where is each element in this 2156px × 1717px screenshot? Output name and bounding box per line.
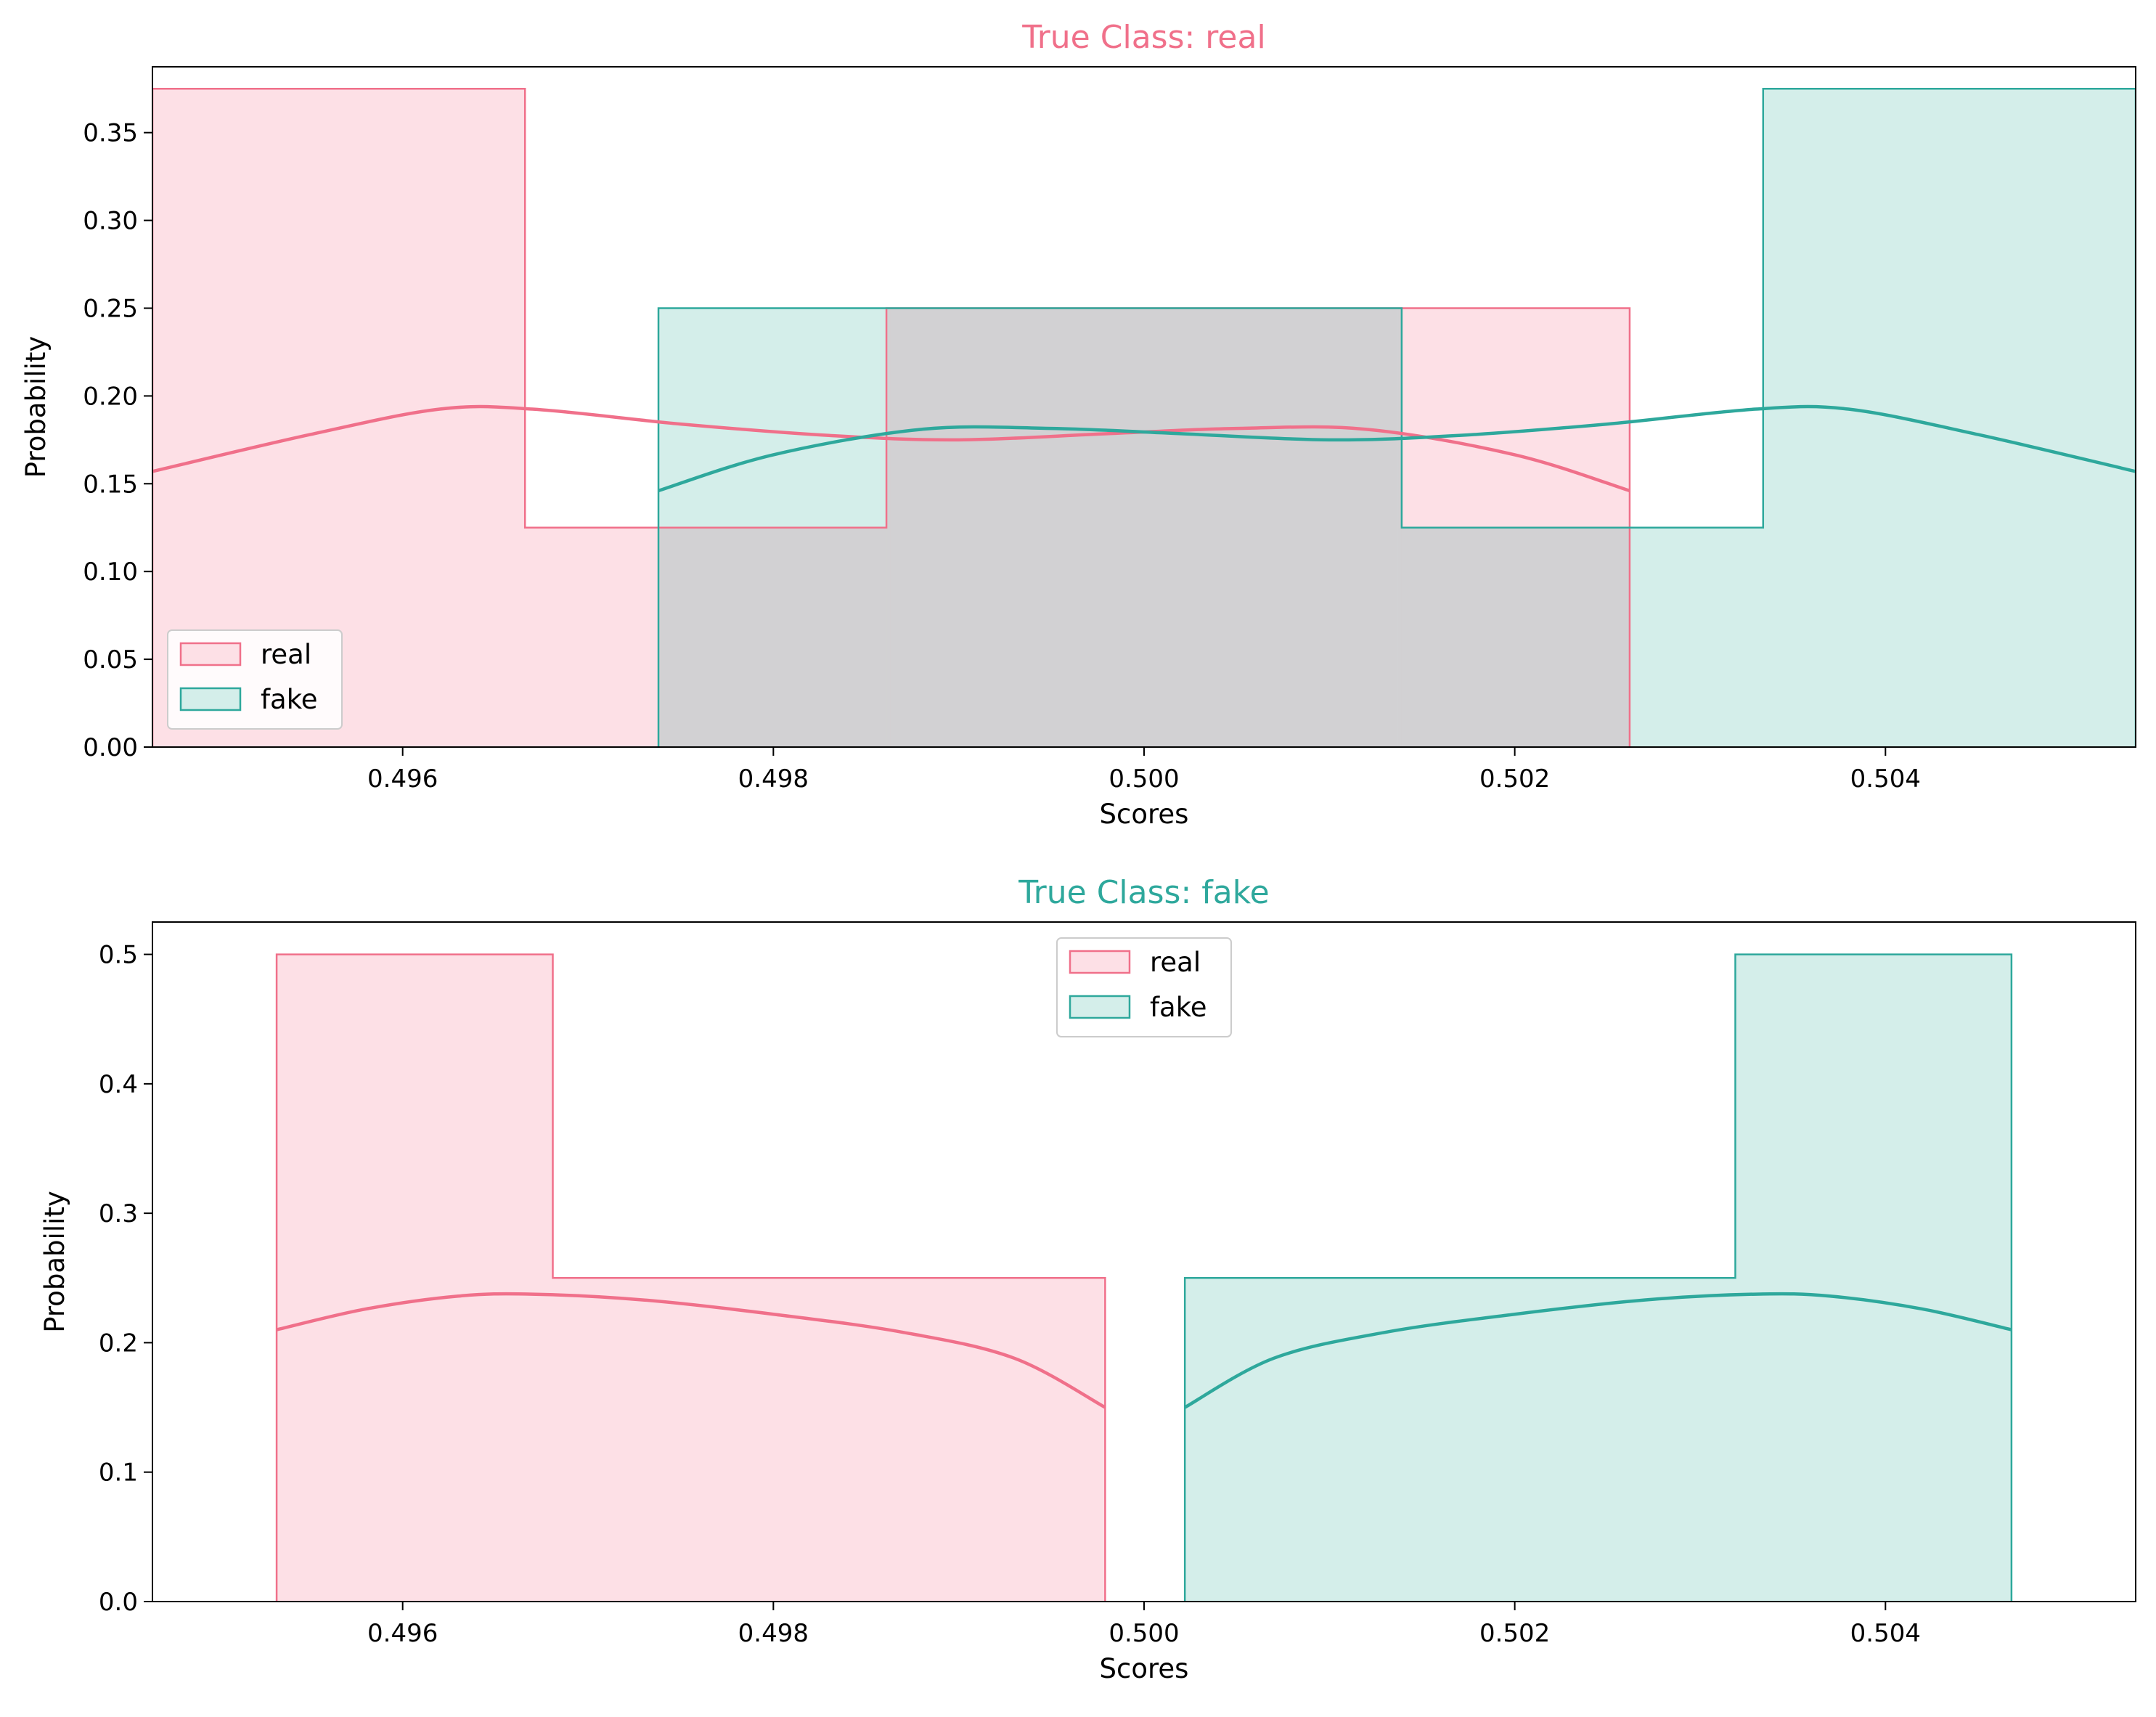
y-tick-label: 0.15	[83, 470, 138, 499]
x-tick-label: 0.500	[1108, 1619, 1179, 1648]
plot-area	[152, 87, 2136, 747]
x-tick-label: 0.500	[1108, 764, 1179, 794]
hist-bar-fake-1	[1185, 1278, 1736, 1602]
y-tick-label: 0.2	[99, 1329, 138, 1358]
x-tick-label: 0.504	[1850, 1619, 1921, 1648]
hist-bar-real-1	[277, 954, 553, 1602]
y-tick-label: 0.1	[99, 1459, 138, 1488]
hist-bar-fake-3	[1401, 527, 1763, 747]
y-tick-label: 0.30	[83, 207, 138, 236]
y-tick-label: 0.10	[83, 558, 138, 587]
legend-label-fake: fake	[261, 684, 318, 715]
legend-label-real: real	[1150, 947, 1201, 978]
kde-curve-real	[276, 1292, 1106, 1409]
x-tick-label: 0.504	[1850, 764, 1921, 794]
y-tick-label: 0.00	[83, 733, 138, 762]
x-tick-label: 0.496	[367, 1619, 438, 1648]
hist-bar-fake-2	[890, 308, 1402, 747]
hist-outline-real	[152, 87, 1631, 747]
x-tick-label: 0.498	[738, 764, 809, 794]
hist-outline-real	[275, 953, 1106, 1602]
y-tick-label: 0.0	[99, 1588, 138, 1617]
y-tick-label: 0.3	[99, 1199, 138, 1228]
kde-curve-real	[152, 404, 1630, 493]
plot-area	[275, 953, 2013, 1602]
y-tick-label: 0.25	[83, 294, 138, 323]
y-tick-label: 0.05	[83, 645, 138, 674]
hist-bar-real-2	[552, 1278, 1106, 1602]
y-axis-label: Probability	[20, 336, 52, 478]
y-tick-label: 0.4	[99, 1070, 138, 1099]
y-tick-label: 0.35	[83, 119, 138, 148]
chart-title: True Class: fake	[1018, 874, 1269, 911]
x-axis-label: Scores	[1100, 799, 1189, 830]
x-tick-label: 0.502	[1479, 764, 1550, 794]
chart-panel-2: 0.496 0.498 0.500 0.502 0.504 0.0 0.1 0.2 0.3 0.4…	[39, 874, 2136, 1684]
y-axis-label: Probability	[39, 1191, 70, 1333]
chart-title: True Class: real	[1021, 19, 1265, 56]
legend-label-real: real	[261, 639, 311, 670]
legend-swatch-real	[1069, 950, 1131, 974]
hist-bar-fake-2	[1735, 954, 2012, 1602]
legend: real fake	[167, 629, 343, 730]
kde-curve-fake	[658, 404, 2136, 493]
y-tick-label: 0.5	[99, 941, 138, 970]
legend-swatch-fake	[179, 687, 242, 711]
legend-swatch-fake	[1069, 995, 1131, 1019]
x-axis-label: Scores	[1100, 1653, 1189, 1684]
chart-panel-1: 0.496 0.498 0.500 0.502 0.504 0.00 0.05 0.10 0.1…	[20, 19, 2136, 830]
hist-outline-fake	[1183, 953, 2013, 1602]
y-tick-label: 0.20	[83, 382, 138, 411]
x-tick-label: 0.498	[738, 1619, 809, 1648]
x-tick-label: 0.502	[1479, 1619, 1550, 1648]
hist-outline-fake	[657, 87, 2136, 747]
x-tick-label: 0.496	[367, 764, 438, 794]
legend-swatch-real	[179, 642, 242, 666]
legend-label-fake: fake	[1150, 992, 1207, 1023]
kde-curve-fake	[1184, 1292, 2012, 1409]
legend: real fake	[1056, 937, 1232, 1037]
hist-bar-fake-4	[1763, 89, 2136, 747]
